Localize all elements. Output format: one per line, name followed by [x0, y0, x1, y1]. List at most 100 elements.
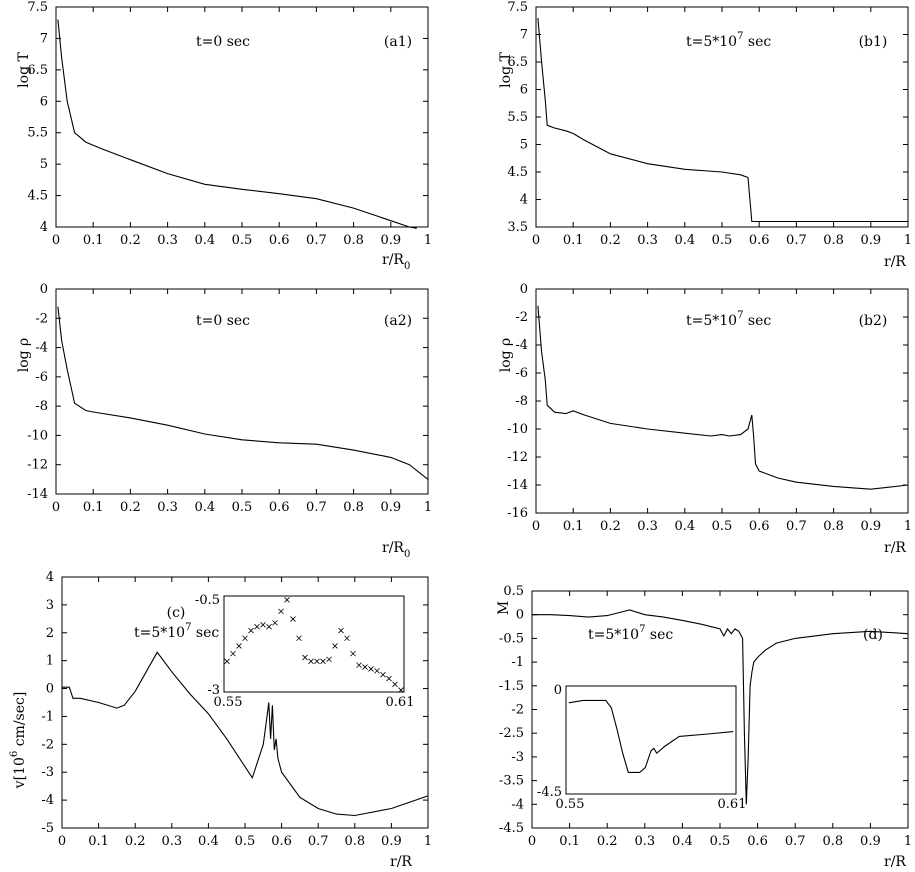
x-tick-label: 0.3 — [634, 834, 655, 849]
y-tick-label: -12 — [507, 450, 528, 465]
inset-marker — [374, 668, 380, 674]
series-line-a2 — [57, 306, 429, 480]
y-axis-label: M — [496, 601, 512, 615]
inset-marker — [350, 650, 356, 657]
x-tick-label: 0.1 — [559, 834, 580, 849]
inset-marker — [272, 620, 278, 626]
y-tick-label: 4.5 — [507, 165, 528, 180]
x-tick-label: 0.8 — [344, 834, 365, 849]
x-tick-label: 0.3 — [637, 233, 658, 248]
panel-label: (c) — [167, 605, 186, 621]
inset-marker — [356, 662, 362, 668]
chart-a2: 0 0.1 0.2 0.3 0.4 0.5 0.6 0.7 0.8 0.9 1 -14 -12 -10 -8… — [16, 282, 432, 560]
x-tick-label: 0.7 — [786, 519, 807, 534]
y-tick-label: -8 — [515, 394, 528, 409]
inset-marker — [290, 616, 296, 622]
inset-marker — [326, 656, 332, 663]
inset-frame — [565, 685, 737, 795]
inset-y-tick-label: 0 — [554, 683, 562, 698]
x-tick-label: 0.9 — [860, 519, 881, 534]
inset-c: -0.5 -30.55 0.61 — [195, 593, 415, 710]
x-tick-label: 1 — [904, 519, 912, 534]
x-tick-label: 0.3 — [161, 834, 182, 849]
y-tick-label: 2 — [46, 626, 54, 641]
x-tick-label: 0.6 — [269, 233, 290, 248]
x-tick-label: 0 — [528, 834, 536, 849]
inset-x-tick-label: 0.61 — [386, 695, 415, 710]
y-axis-label: v[106 cm/sec] — [9, 692, 28, 790]
inset-y-tick-label: -0.5 — [195, 593, 220, 608]
y-tick-label: 3 — [46, 598, 54, 613]
inset-marker — [302, 654, 308, 661]
time-annotation: t=5*107 sec — [134, 622, 219, 641]
y-tick-label: -2 — [515, 310, 528, 325]
y-tick-label: 6 — [520, 83, 528, 98]
inset-y-tick-label: -3 — [207, 683, 220, 698]
y-tick-label: -5 — [41, 821, 54, 836]
x-tick-label: 0.8 — [823, 519, 844, 534]
y-tick-label: -6 — [35, 370, 48, 385]
inset-marker — [308, 658, 314, 665]
x-tick-label: 0.2 — [120, 500, 141, 515]
y-tick-label: 7.5 — [27, 0, 48, 15]
inset-marker — [398, 687, 404, 693]
x-tick-label: 0.5 — [712, 519, 733, 534]
x-tick-label: 0.4 — [194, 233, 215, 248]
x-tick-label: 0.3 — [157, 500, 178, 515]
y-tick-label: 4 — [46, 570, 54, 585]
series-line-b2 — [537, 305, 909, 490]
x-tick-label: 0.5 — [232, 233, 253, 248]
y-tick-label: -2.5 — [499, 726, 524, 741]
x-tick-label: 0.2 — [120, 233, 141, 248]
x-tick-label: 0.9 — [860, 233, 881, 248]
y-tick-label: 5 — [40, 157, 48, 172]
x-tick-label: 0.7 — [786, 233, 807, 248]
y-tick-label: 6.5 — [507, 55, 528, 70]
time-annotation: t=0 sec — [196, 313, 250, 329]
y-tick-label: -12 — [27, 458, 48, 473]
x-axis-label: r/R — [884, 854, 906, 870]
x-tick-label: 1 — [904, 233, 912, 248]
inset-frame — [223, 595, 405, 693]
y-tick-label: -3 — [511, 750, 524, 765]
chart-b1: 0 0.1 0.2 0.3 0.4 0.5 0.6 0.7 0.8 0.9 1 3.5 4 4.5 5 5.5… — [498, 0, 912, 270]
x-axis-label: r/R — [390, 854, 412, 870]
x-tick-label: 0.7 — [306, 233, 327, 248]
x-tick-label: 0.2 — [597, 834, 618, 849]
x-tick-label: 0.6 — [749, 519, 770, 534]
inset-marker — [320, 658, 326, 665]
x-tick-label: 0.2 — [600, 519, 621, 534]
y-tick-label: -3 — [41, 765, 54, 780]
y-tick-label: 1 — [46, 654, 54, 669]
y-tick-label: 6 — [40, 94, 48, 109]
y-tick-label: 0 — [40, 282, 48, 297]
x-tick-label: 1 — [424, 834, 432, 849]
y-axis-label: log ρ — [16, 338, 32, 373]
y-tick-label: -4 — [515, 338, 528, 353]
x-tick-label: 0.4 — [672, 834, 693, 849]
x-tick-label: 0.7 — [785, 834, 806, 849]
y-tick-label: -1.5 — [499, 679, 524, 694]
x-tick-label: 0.2 — [125, 834, 146, 849]
inset-marker — [296, 635, 302, 642]
x-tick-label: 0.7 — [308, 834, 329, 849]
inset-x-tick-label: 0.55 — [214, 695, 243, 710]
y-tick-label: -3.5 — [499, 774, 524, 789]
series-line-d — [532, 609, 909, 805]
series-line-c — [62, 651, 429, 817]
panel-label: (b2) — [859, 313, 888, 329]
x-axis-label: r/R0 — [382, 252, 410, 272]
y-tick-label: 5.5 — [27, 126, 48, 141]
x-axis-label: r/R — [884, 540, 906, 556]
y-tick-label: -2 — [41, 737, 54, 752]
y-axis-label: log ρ — [498, 338, 514, 373]
series-line-b1 — [537, 17, 908, 223]
inset-x-tick-label: 0.55 — [556, 797, 585, 812]
x-tick-label: 0.6 — [749, 233, 770, 248]
y-tick-label: 4.5 — [27, 189, 48, 204]
inset-marker — [230, 650, 236, 657]
y-tick-label: 0 — [516, 608, 524, 623]
chart-d: 0 0.1 0.2 0.3 0.4 0.5 0.6 0.7 0.8 0.9 1-4.5-4-3.5-… — [496, 584, 912, 870]
x-tick-label: 0.4 — [674, 519, 695, 534]
inset-marker — [368, 666, 374, 672]
